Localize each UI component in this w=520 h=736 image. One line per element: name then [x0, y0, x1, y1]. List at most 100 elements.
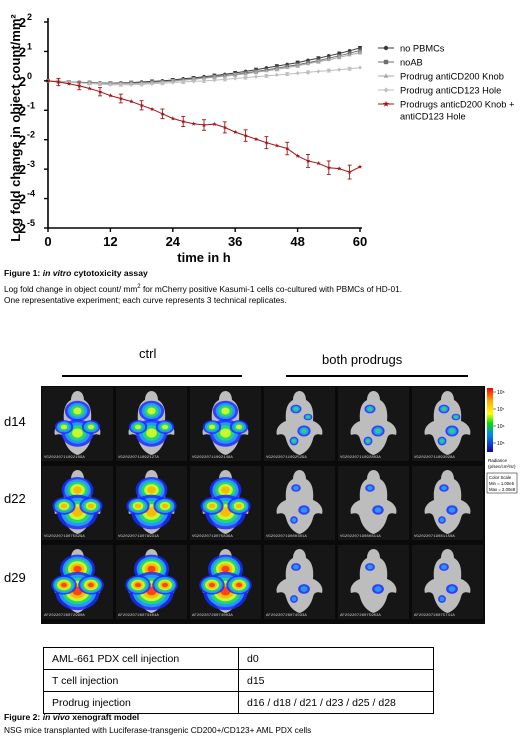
color-scale-tick-label: 10⁸: [497, 390, 505, 396]
image-id-label: VG20220711092109A: [44, 456, 85, 460]
data-point: [383, 59, 389, 65]
mouse-silhouette: [52, 470, 103, 534]
data-point: [264, 140, 269, 145]
image-id-label: VG20220711092529A: [266, 456, 307, 460]
color-scale-min: Min = 1.00e5: [489, 481, 515, 486]
mouse-silhouette: [424, 470, 471, 534]
group-bar-ctrl: [62, 375, 242, 377]
luminescence-signal: [161, 424, 169, 430]
image-id-label: VG20220711092803A: [340, 456, 381, 460]
luminescence-signal: [300, 507, 308, 513]
data-point: [191, 77, 196, 81]
radiance-color-scale: 10⁸ 10⁷ 10⁶ 10⁵ Radiance (p/sec/cm²/sr) Col…: [485, 386, 520, 498]
data-point: [295, 153, 300, 158]
luminescence-signal: [73, 407, 82, 415]
mouse-silhouette: [424, 549, 471, 613]
mouse-body: [276, 549, 323, 613]
legend-label: noAB: [400, 58, 423, 68]
data-point: [202, 78, 206, 84]
legend-label: Prodrug antiCD200 Knob: [400, 72, 504, 82]
data-point: [264, 68, 269, 73]
mouse-silhouette: [276, 549, 323, 613]
image-id-label: AF20220726073404A: [118, 614, 159, 618]
chart-legend: no PBMCs noAB Prodrug antiCD200 Knob Prodru…: [378, 44, 514, 122]
mouse-image-d22-5: VG20220719080811A: [338, 466, 409, 540]
data-point: [275, 72, 279, 78]
image-id-label: AF20220726075903A: [340, 614, 381, 618]
luminescence-signal: [293, 485, 299, 491]
figure2-caption-title-rest: xenograft model: [69, 712, 140, 722]
data-point: [233, 72, 238, 77]
figure1-caption-italic: in vitro: [42, 268, 72, 278]
data-point: [357, 164, 363, 169]
data-point: [149, 106, 155, 112]
y-tick-label: 2: [19, 133, 26, 148]
data-point: [347, 66, 352, 71]
data-point: [358, 50, 362, 55]
table-cell-event: Prodrug injection: [43, 691, 239, 714]
data-point: [316, 69, 321, 74]
luminescence-signal: [61, 582, 67, 588]
luminescence-signal: [147, 407, 156, 415]
luminescence-signal: [448, 507, 456, 513]
color-scale-bar: [487, 388, 493, 452]
luminescence-signal: [162, 582, 168, 588]
data-point: [171, 80, 175, 85]
data-point: [347, 52, 352, 57]
luminescence-signal: [161, 503, 169, 509]
chart-series-layer: [45, 45, 363, 180]
luminescence-signal: [367, 564, 373, 570]
data-point: [87, 86, 92, 91]
y-tick-exponent: -2: [27, 130, 35, 140]
luminescence-signal: [221, 486, 230, 494]
luminescence-signal: [208, 503, 216, 509]
luminescence-signal: [134, 503, 142, 509]
image-id-label: VG20220719080301A: [266, 535, 307, 539]
image-id-label: AF20220726075741A: [414, 614, 455, 618]
y-tick-label: 2: [19, 44, 26, 59]
luminescence-signal: [374, 507, 382, 513]
y-tick-exponent: -5: [27, 218, 35, 228]
luminescence-signal: [441, 564, 447, 570]
data-point: [232, 129, 238, 134]
luminescence-signal: [449, 428, 455, 434]
data-point: [382, 100, 390, 107]
data-point: [129, 82, 133, 87]
data-point: [180, 119, 186, 124]
luminescence-signal: [441, 407, 447, 411]
data-point: [191, 79, 196, 84]
data-point: [128, 99, 134, 104]
data-point: [181, 79, 185, 85]
mouse-silhouette: [126, 470, 177, 534]
luminescence-signal: [292, 439, 296, 443]
image-id-label: VG20220711092148A: [192, 456, 233, 460]
luminescence-signal: [236, 582, 242, 588]
data-point: [306, 70, 310, 75]
mouse-silhouette: [276, 470, 323, 534]
luminescence-signal: [209, 582, 215, 588]
luminescence-signal: [73, 565, 82, 573]
figure1-caption-title-rest: cytotoxicity assay: [71, 268, 148, 278]
mouse-silhouette: [54, 391, 101, 455]
mouse-image-d14-5: VG20220711092803A: [338, 387, 409, 461]
data-point: [347, 169, 352, 175]
data-point: [243, 75, 248, 80]
luminescence-signal: [291, 596, 297, 602]
y-tick-label: 2: [19, 162, 26, 177]
data-point: [274, 143, 280, 148]
x-axis-label: time in h: [177, 250, 231, 262]
image-id-label: VG20220719080811A: [340, 535, 381, 539]
data-point: [160, 81, 165, 86]
data-point: [358, 65, 362, 70]
x-tick-label: 48: [290, 234, 304, 249]
y-tick-label: 2: [19, 221, 26, 236]
legend-label: Prodrugs anticD200 Knob +: [400, 100, 514, 110]
luminescence-signal: [72, 507, 83, 517]
mouse-body: [350, 549, 397, 613]
luminescence-signal: [440, 439, 444, 443]
luminescence-signal: [221, 565, 230, 573]
data-point: [160, 111, 165, 116]
mouse-body: [424, 391, 471, 455]
mouse-image-d22-6: VG20220719081150A: [412, 466, 483, 540]
data-point: [212, 121, 217, 127]
